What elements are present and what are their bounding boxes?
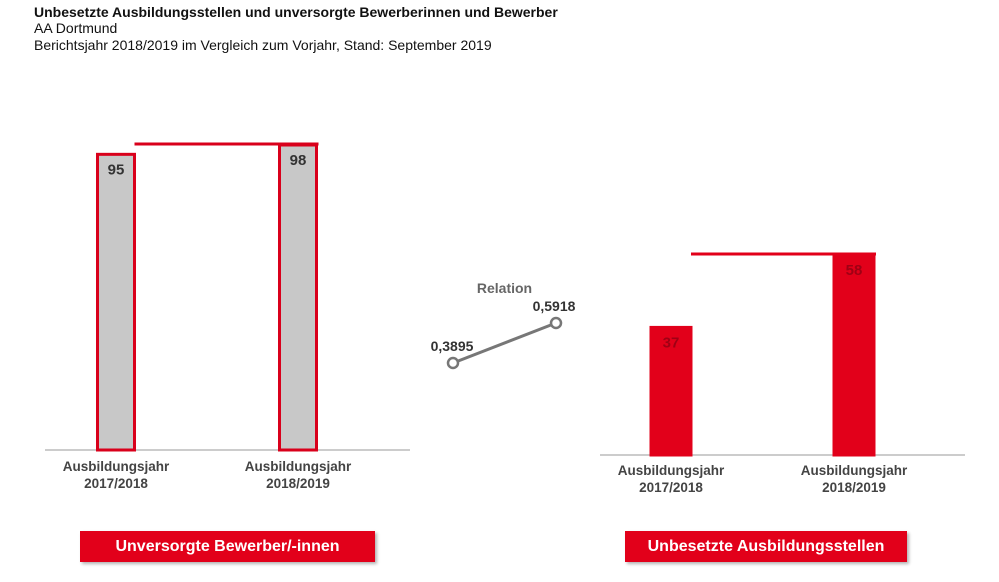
caption-button: Unbesetzte Ausbildungsstellen <box>625 531 907 562</box>
x-tick-label: Ausbildungsjahr 2018/2019 <box>800 463 908 495</box>
bar <box>649 325 693 457</box>
point <box>549 316 563 330</box>
value-label: 37 <box>663 334 680 351</box>
point <box>446 356 460 370</box>
line <box>452 321 557 365</box>
chart-title: Relation <box>477 280 532 296</box>
value-label: 95 <box>108 161 125 178</box>
value-label: 0,3895 <box>431 338 474 354</box>
caption-button: Unversorgte Bewerber/-innen <box>80 531 375 562</box>
value-label: 58 <box>846 262 863 279</box>
value-label: 98 <box>290 152 307 169</box>
page-title: Unbesetzte Ausbildungsstellen und unvers… <box>34 4 558 20</box>
bar <box>832 253 876 457</box>
x-tick-label: Ausbildungsjahr 2017/2018 <box>617 463 725 495</box>
subtitle: AA Dortmund <box>34 20 118 36</box>
subtitle: Berichtsjahr 2018/2019 im Vergleich zum … <box>34 37 492 53</box>
x-tick-label: Ausbildungsjahr 2017/2018 <box>62 459 170 491</box>
bar <box>278 143 318 452</box>
bar <box>96 152 136 452</box>
x-tick-label: Ausbildungsjahr 2018/2019 <box>244 459 352 491</box>
value-label: 0,5918 <box>533 298 576 314</box>
